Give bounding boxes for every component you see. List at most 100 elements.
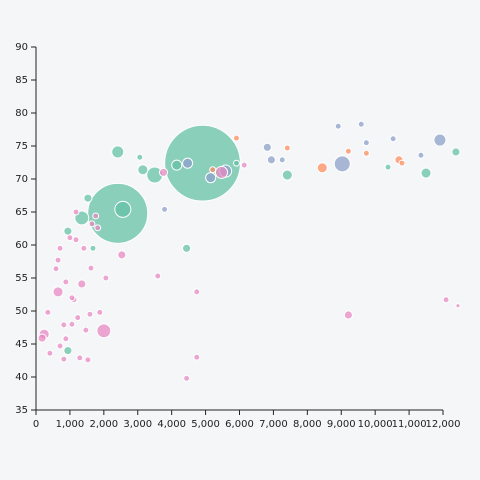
y-tick-label: 70	[15, 174, 28, 185]
bubble	[83, 193, 93, 203]
bubble	[72, 208, 80, 216]
bubble	[56, 244, 64, 252]
bubble	[84, 356, 92, 364]
x-tick-label: 10,000	[358, 419, 393, 430]
bubble	[66, 234, 74, 242]
bubble	[52, 265, 60, 273]
bubble	[96, 308, 104, 316]
bubble	[96, 323, 112, 339]
bubble	[62, 335, 70, 343]
bubble	[205, 172, 217, 184]
bubble	[56, 342, 64, 350]
bubble	[214, 165, 229, 179]
bubble	[137, 164, 149, 176]
x-tick-label: 1,000	[56, 419, 85, 430]
bubble	[417, 151, 425, 159]
bubble	[77, 279, 87, 289]
y-tick-label: 55	[15, 273, 28, 284]
x-tick-label: 8,000	[293, 419, 322, 430]
bubble	[68, 320, 76, 328]
bubble	[262, 142, 272, 152]
bubble	[232, 159, 240, 167]
bubble	[46, 349, 54, 357]
x-tick-label: 0	[33, 419, 39, 430]
bubble	[193, 353, 201, 361]
bubble	[333, 155, 351, 173]
y-tick-label: 75	[15, 141, 28, 152]
bubble	[89, 244, 97, 252]
bubble	[60, 355, 68, 363]
bubble	[182, 157, 194, 169]
bubble	[114, 200, 132, 218]
y-tick-label: 50	[15, 306, 28, 317]
bubble	[87, 264, 95, 272]
bubble	[54, 256, 62, 264]
bubble	[278, 156, 286, 164]
bubble	[88, 220, 96, 228]
bubble	[52, 286, 64, 298]
y-tick-label: 85	[15, 75, 28, 86]
x-tick-label: 9,000	[327, 419, 356, 430]
bubble	[343, 310, 353, 320]
bubble	[76, 354, 84, 362]
y-tick-label: 80	[15, 108, 28, 119]
bubble	[240, 161, 248, 169]
bubble	[362, 139, 370, 147]
bubble	[60, 321, 68, 329]
bubble	[164, 124, 241, 202]
bubble	[62, 278, 70, 286]
bubble	[384, 163, 392, 171]
bubble	[232, 134, 240, 142]
bubble	[357, 120, 365, 128]
bubble	[451, 147, 461, 157]
bubble	[389, 135, 397, 143]
bubble	[158, 167, 169, 177]
bubble	[161, 205, 169, 213]
bubble	[117, 250, 127, 260]
bubble	[316, 162, 328, 174]
x-tick-label: 5,000	[191, 419, 220, 430]
bubble	[154, 272, 162, 280]
bubble	[63, 346, 73, 356]
y-tick-label: 45	[15, 339, 28, 350]
x-tick-label: 11,000	[392, 419, 427, 430]
x-tick-label: 6,000	[225, 419, 254, 430]
bubble	[136, 153, 144, 161]
bubble	[266, 155, 276, 165]
bubble	[74, 314, 82, 322]
bubble	[433, 133, 447, 147]
bubble	[209, 166, 217, 174]
bubble	[92, 212, 100, 220]
bubble	[420, 167, 432, 179]
x-tick-label: 12,000	[426, 419, 461, 430]
bubble	[63, 226, 73, 236]
x-tick-label: 7,000	[259, 419, 288, 430]
y-tick-label: 35	[15, 405, 28, 416]
bubble	[94, 224, 102, 232]
bubble	[283, 144, 291, 152]
bubble	[183, 374, 191, 382]
x-tick-label: 4,000	[157, 419, 186, 430]
y-tick-label: 60	[15, 240, 28, 251]
bubble	[111, 145, 125, 159]
bubble	[398, 159, 406, 167]
bubble	[281, 169, 293, 181]
bubble	[171, 159, 183, 171]
bubble	[102, 274, 110, 282]
bubble	[68, 294, 76, 302]
bubble	[334, 122, 342, 130]
bubble	[80, 244, 88, 252]
bubble	[86, 310, 94, 318]
x-tick-label: 2,000	[90, 419, 119, 430]
x-tick-label: 3,000	[123, 419, 152, 430]
bubble	[182, 243, 192, 253]
bubble	[455, 303, 461, 309]
bubble	[72, 236, 80, 244]
bubble	[37, 333, 47, 343]
y-tick-label: 65	[15, 207, 28, 218]
y-tick-label: 40	[15, 372, 28, 383]
bubble	[362, 149, 370, 157]
